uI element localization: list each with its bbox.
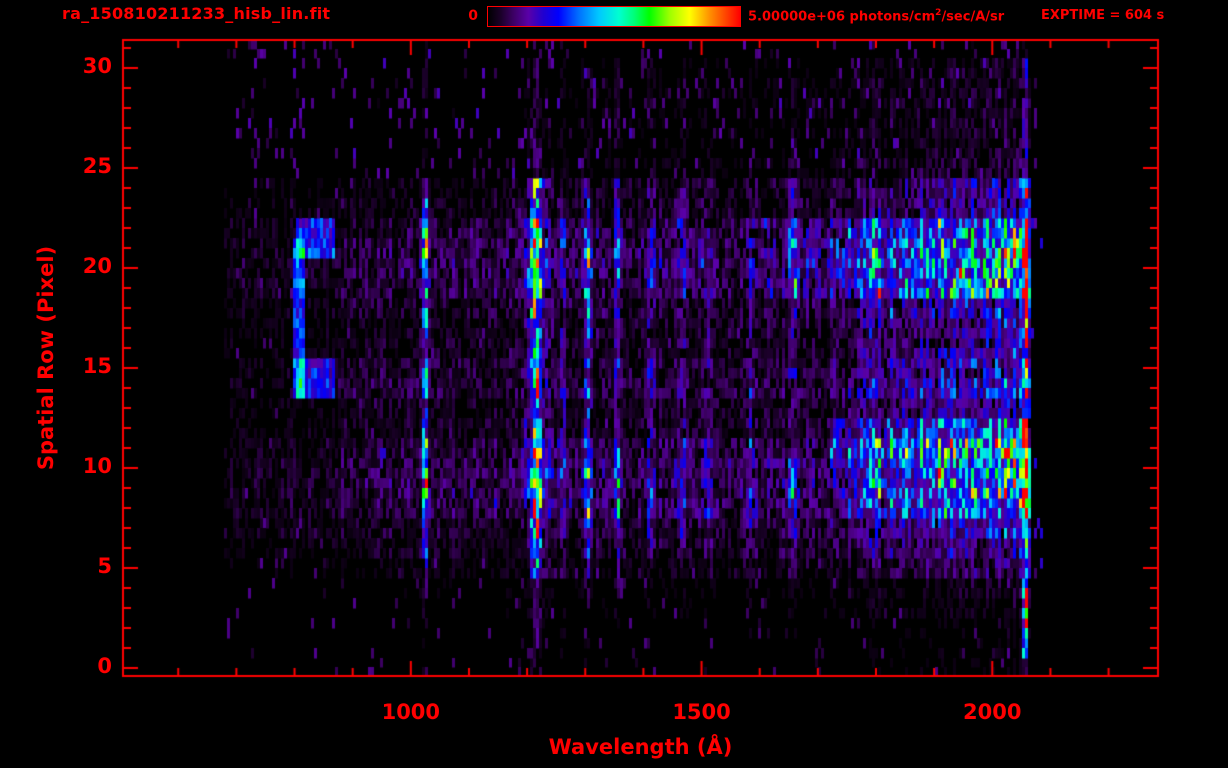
colorbar-max-suffix: /sec/A/sr bbox=[941, 9, 1004, 24]
y-tick-label: 10 bbox=[52, 454, 112, 478]
spectral-image-viewer: { "figure": { "title": "ra_150810211233_… bbox=[0, 0, 1228, 768]
figure-title: ra_150810211233_hisb_lin.fit bbox=[62, 4, 330, 23]
y-tick-label: 20 bbox=[52, 254, 112, 278]
x-tick-label: 2000 bbox=[942, 700, 1042, 724]
x-tick-label: 1500 bbox=[652, 700, 752, 724]
x-axis-title: Wavelength (Å) bbox=[123, 735, 1158, 759]
y-tick-label: 30 bbox=[52, 54, 112, 78]
x-tick-label: 1000 bbox=[361, 700, 461, 724]
colorbar-max-label: 5.00000e+06 photons/cm2/sec/A/sr bbox=[748, 8, 1004, 24]
y-tick-label: 15 bbox=[52, 354, 112, 378]
heatmap-canvas bbox=[0, 0, 1228, 768]
colorbar bbox=[487, 6, 741, 27]
colorbar-max-prefix: 5.00000e+06 photons/cm bbox=[748, 9, 935, 24]
y-tick-label: 25 bbox=[52, 154, 112, 178]
colorbar-min-label: 0 bbox=[432, 8, 478, 24]
y-tick-label: 0 bbox=[52, 654, 112, 678]
y-tick-label: 5 bbox=[52, 554, 112, 578]
exptime-label: EXPTIME = 604 s bbox=[1041, 8, 1164, 23]
